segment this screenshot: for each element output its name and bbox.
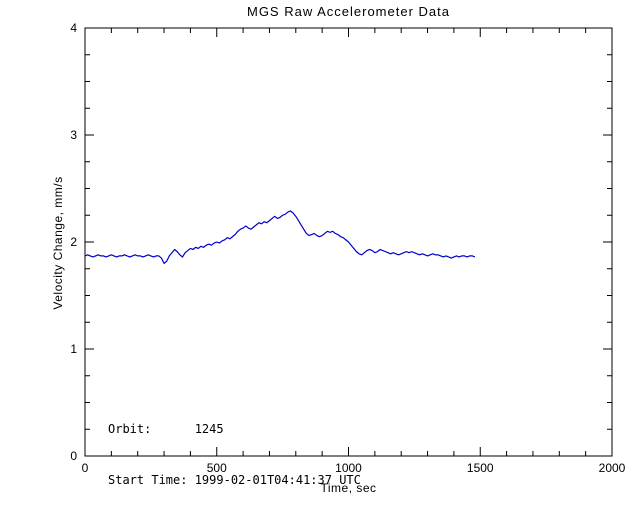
chart-title: MGS Raw Accelerometer Data [246, 4, 450, 19]
x-tick-label: 0 [82, 461, 89, 475]
x-tick-label: 500 [207, 461, 227, 475]
annotation-start-time: Start Time: 1999-02-01T04:41:37 UTC [108, 473, 361, 487]
data-line [84, 210, 476, 264]
series-velocity_change [84, 210, 476, 264]
x-tick-label: 1000 [335, 461, 362, 475]
y-tick-label: 4 [70, 21, 77, 35]
annotation-block: Orbit: 1245 Start Time: 1999-02-01T04:41… [108, 387, 361, 512]
annotation-orbit: Orbit: 1245 [108, 422, 224, 436]
y-tick-label: 0 [70, 449, 77, 463]
x-tick-label: 2000 [599, 461, 626, 475]
y-tick-label: 2 [70, 235, 77, 249]
y-axis-label: Velocity Change, mm/s [51, 176, 65, 310]
y-tick-label: 3 [70, 128, 77, 142]
axis-tick-labels: 0 500 1000 1500 2000 0 1 2 3 4 [70, 21, 625, 475]
y-tick-label: 1 [70, 342, 77, 356]
axis-ticks [84, 27, 613, 457]
x-tick-label: 1500 [467, 461, 494, 475]
x-axis-label: Time, sec [320, 481, 377, 495]
